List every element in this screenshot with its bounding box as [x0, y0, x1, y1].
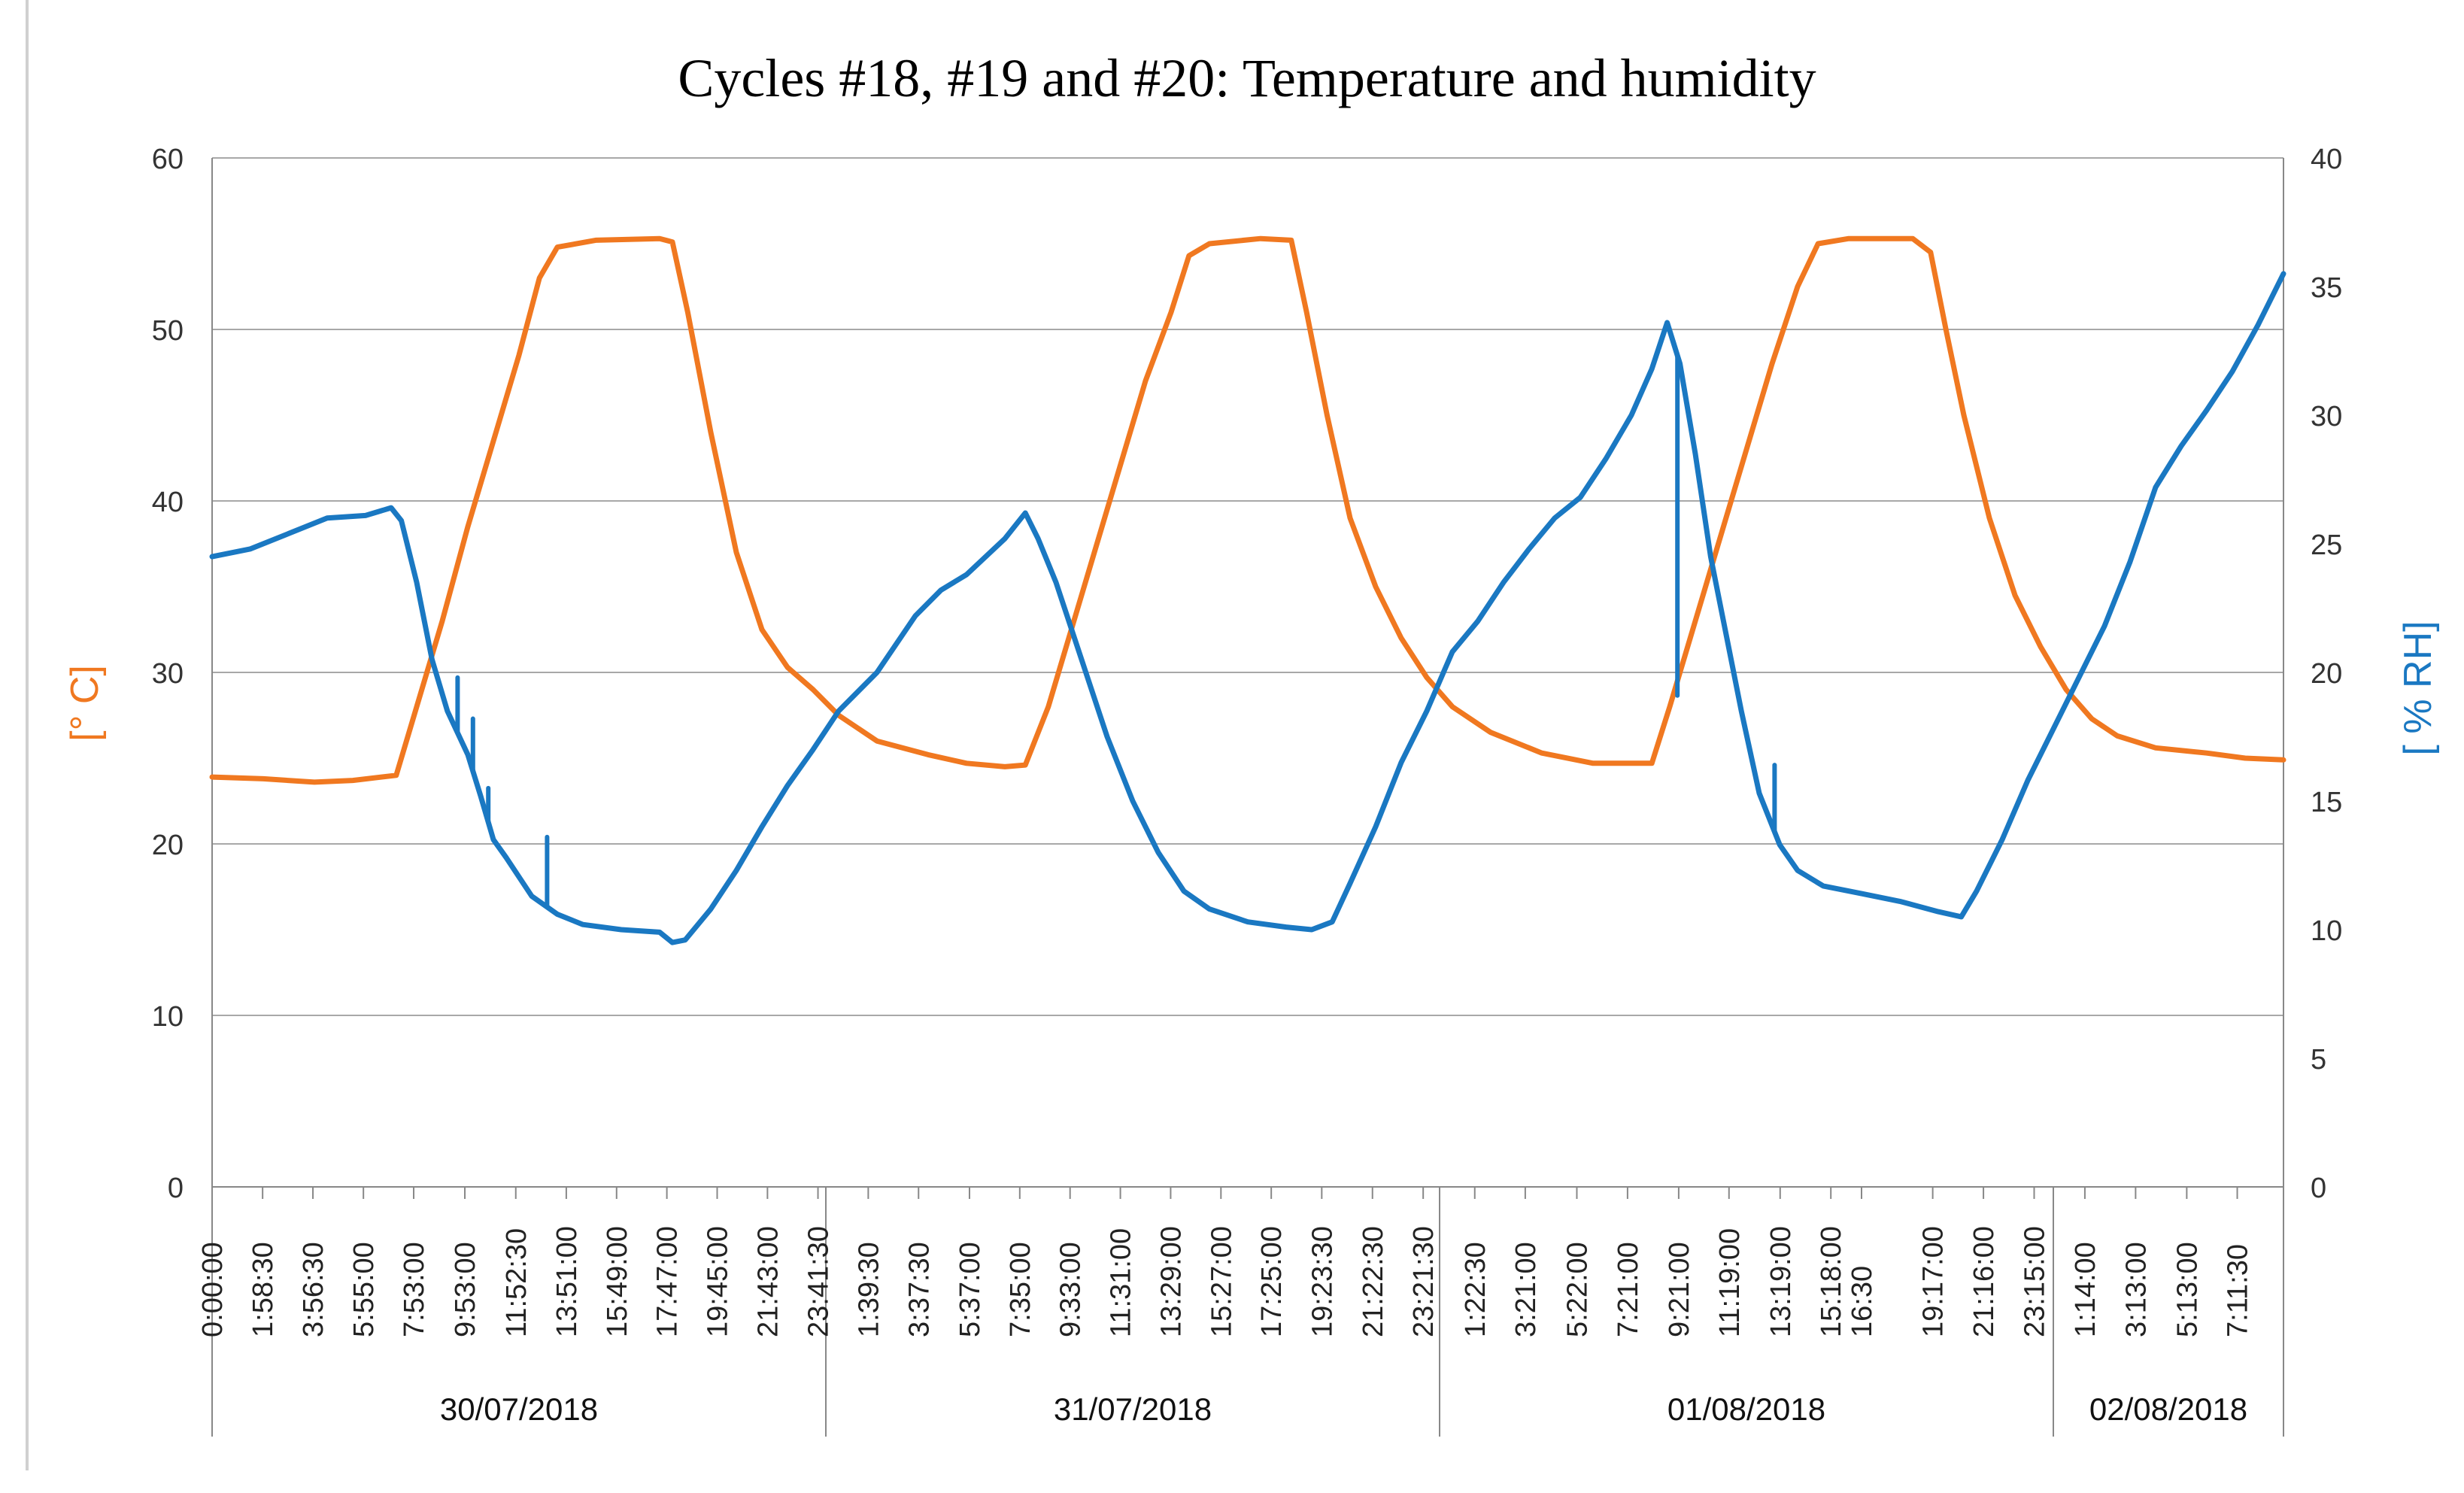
x-tick-label: 11:52:30	[501, 1228, 533, 1337]
x-tick-label: 9:53:00	[450, 1242, 481, 1337]
y-right-tick-label: 0	[2311, 1173, 2326, 1204]
y-right-tick-label: 5	[2311, 1044, 2326, 1076]
y-right-tick-label: 20	[2311, 658, 2342, 690]
x-tick-label: 3:56:30	[298, 1242, 329, 1337]
x-tick-label: 1:39:30	[853, 1242, 885, 1337]
y-left-axis-label: [° C]	[63, 665, 107, 742]
x-tick-label: 16:30	[1846, 1266, 1878, 1337]
x-tick-label: 15:18:00	[1816, 1226, 1847, 1337]
x-tick-label: 17:47:00	[652, 1226, 684, 1337]
axis-layer	[211, 158, 2284, 1437]
tick-layer: 0 10 20 30 40 50 60 0 5 10 15 20 25 30 35 40 0:00:00 1:58…	[152, 144, 2343, 1427]
x-tick-label: 13:29:00	[1155, 1226, 1187, 1337]
x-tick-label: 5:37:00	[954, 1242, 986, 1337]
x-tick-label: 9:33:00	[1055, 1242, 1087, 1337]
grid-layer	[212, 157, 2283, 1016]
x-tick-label: 1:14:00	[2070, 1242, 2101, 1337]
y-left-tick-label: 30	[152, 658, 184, 690]
y-left-tick-label: 10	[152, 1001, 184, 1033]
x-tick-label: 19:45:00	[702, 1226, 734, 1337]
x-tick-label: 3:21:00	[1510, 1242, 1542, 1337]
x-tick-label: 19:23:30	[1306, 1226, 1338, 1337]
y-right-axis-label: [ % RH]	[2396, 621, 2440, 755]
y-left-tick-label: 50	[152, 315, 184, 347]
y-right-tick-label: 30	[2311, 401, 2342, 432]
y-right-tick-label: 25	[2311, 530, 2342, 561]
x-tick-label: 0:00:00	[197, 1242, 229, 1337]
x-tick-label: 5:13:00	[2171, 1242, 2203, 1337]
x-tick-label: 21:43:00	[752, 1226, 784, 1337]
series-line-temperature	[209, 235, 2286, 785]
x-tick-label: 7:53:00	[399, 1242, 430, 1337]
x-tick-label: 7:11:30	[2223, 1244, 2254, 1337]
chart-title: Cycles #18, #19 and #20: Temperature and…	[678, 48, 1816, 108]
x-tick-label: 23:41:30	[803, 1226, 835, 1337]
x-tick-label: 9:21:00	[1664, 1242, 1695, 1337]
date-group-label: 01/08/2018	[1667, 1391, 1825, 1427]
date-group-label: 31/07/2018	[1054, 1391, 1212, 1427]
y-left-tick-label: 40	[152, 487, 184, 518]
y-right-tick-label: 15	[2311, 787, 2342, 818]
series-layer	[209, 235, 2286, 945]
x-tick-label: 21:22:30	[1358, 1226, 1389, 1337]
y-left-tick-label: 20	[152, 830, 184, 861]
x-tick-label: 23:15:00	[2019, 1226, 2051, 1337]
x-tick-label: 21:16:00	[1968, 1226, 2000, 1337]
x-tick-label: 7:21:00	[1613, 1242, 1644, 1337]
x-tick-label: 17:25:00	[1256, 1226, 1288, 1337]
x-tick-label: 11:31:00	[1106, 1228, 1137, 1337]
x-tick-label: 3:37:30	[903, 1242, 935, 1337]
date-group-label: 02/08/2018	[2089, 1391, 2247, 1427]
y-left-tick-label: 60	[152, 144, 184, 175]
x-tick-label: 19:17:00	[1918, 1226, 1950, 1337]
x-tick-label: 5:22:00	[1561, 1242, 1593, 1337]
x-tick-label: 5:55:00	[348, 1242, 380, 1337]
x-tick-label: 13:51:00	[551, 1226, 583, 1337]
x-tick-label: 15:27:00	[1206, 1226, 1237, 1337]
y-right-tick-label: 40	[2311, 144, 2342, 175]
y-right-tick-label: 35	[2311, 272, 2342, 304]
x-tick-label: 23:21:30	[1408, 1226, 1440, 1337]
x-tick-label: 11:19:00	[1714, 1228, 1746, 1337]
y-right-tick-label: 10	[2311, 915, 2342, 947]
series-line-humidity	[209, 271, 2286, 945]
x-tick-label: 13:19:00	[1765, 1226, 1797, 1337]
x-tick-label: 7:35:00	[1005, 1242, 1036, 1337]
date-group-label: 30/07/2018	[440, 1391, 598, 1427]
x-tick-label: 1:58:30	[247, 1242, 279, 1337]
x-tick-label: 1:22:30	[1460, 1242, 1491, 1337]
y-left-tick-label: 0	[168, 1173, 184, 1204]
x-tick-label: 15:49:00	[602, 1226, 633, 1337]
x-tick-label: 3:13:00	[2120, 1242, 2152, 1337]
